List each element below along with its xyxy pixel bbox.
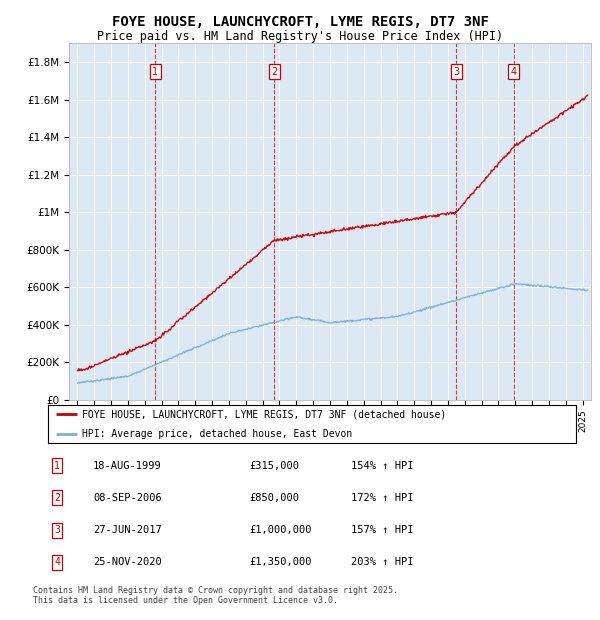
Text: £1,000,000: £1,000,000 (249, 525, 311, 535)
Text: Price paid vs. HM Land Registry's House Price Index (HPI): Price paid vs. HM Land Registry's House … (97, 30, 503, 43)
Text: FOYE HOUSE, LAUNCHYCROFT, LYME REGIS, DT7 3NF (detached house): FOYE HOUSE, LAUNCHYCROFT, LYME REGIS, DT… (82, 409, 446, 420)
Text: 4: 4 (511, 66, 517, 76)
Text: 1: 1 (54, 461, 60, 471)
Text: 154% ↑ HPI: 154% ↑ HPI (351, 461, 413, 471)
Text: 2: 2 (54, 493, 60, 503)
Text: £1,350,000: £1,350,000 (249, 557, 311, 567)
Text: 3: 3 (453, 66, 459, 76)
Text: 172% ↑ HPI: 172% ↑ HPI (351, 493, 413, 503)
Text: 4: 4 (54, 557, 60, 567)
Text: FOYE HOUSE, LAUNCHYCROFT, LYME REGIS, DT7 3NF: FOYE HOUSE, LAUNCHYCROFT, LYME REGIS, DT… (112, 16, 488, 30)
Text: 3: 3 (54, 525, 60, 535)
Text: 27-JUN-2017: 27-JUN-2017 (93, 525, 162, 535)
Text: 1: 1 (152, 66, 158, 76)
Text: 203% ↑ HPI: 203% ↑ HPI (351, 557, 413, 567)
Text: £850,000: £850,000 (249, 493, 299, 503)
Text: 18-AUG-1999: 18-AUG-1999 (93, 461, 162, 471)
Text: 2: 2 (271, 66, 277, 76)
Text: Contains HM Land Registry data © Crown copyright and database right 2025.
This d: Contains HM Land Registry data © Crown c… (33, 586, 398, 605)
Text: 08-SEP-2006: 08-SEP-2006 (93, 493, 162, 503)
Text: 157% ↑ HPI: 157% ↑ HPI (351, 525, 413, 535)
Text: £315,000: £315,000 (249, 461, 299, 471)
Text: HPI: Average price, detached house, East Devon: HPI: Average price, detached house, East… (82, 428, 353, 439)
Text: 25-NOV-2020: 25-NOV-2020 (93, 557, 162, 567)
